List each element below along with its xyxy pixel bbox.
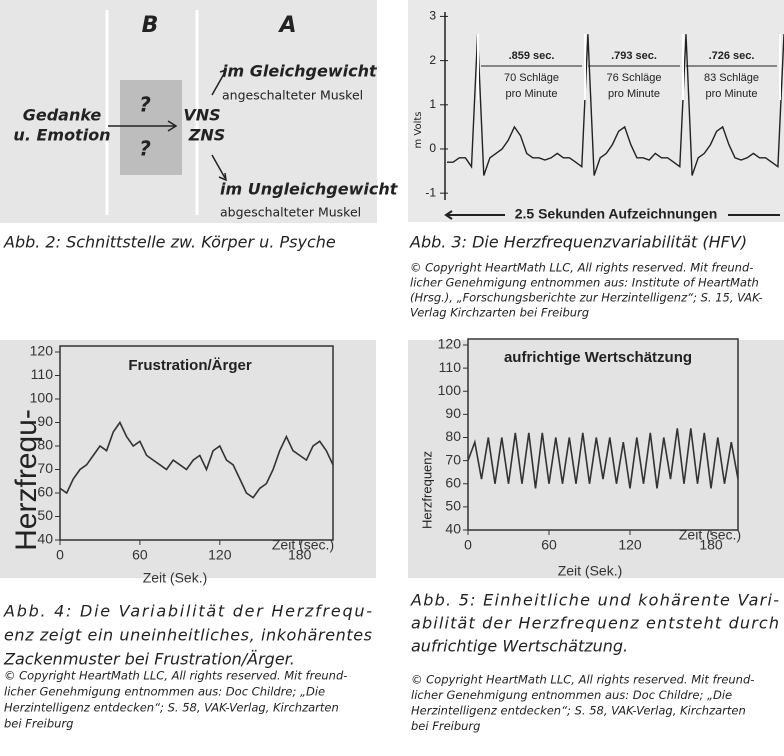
y-tick-label: 110 — [439, 359, 462, 375]
x-tick-label: 0 — [464, 537, 472, 553]
y-tick-label: 90 — [37, 413, 53, 429]
caption: Abb. 4: Die Variabilität der Herzfrequ- — [3, 602, 372, 621]
x-tick-label: 180 — [699, 537, 723, 553]
ecg-line — [447, 34, 784, 176]
caption: enz zeigt ein uneinheitliches, inkohären… — [4, 626, 372, 645]
fig2-panel — [0, 0, 377, 223]
x-axis-label: Zeit (Sek.) — [558, 563, 623, 579]
copyright: Herzintelligenz entdecken“; S. 58, VAK-V… — [411, 704, 746, 718]
y-tick-label: 100 — [438, 382, 462, 398]
hr-line — [467, 428, 739, 489]
rate-label: pro Minute — [608, 88, 660, 100]
x-tick-label: 60 — [132, 547, 148, 563]
x-unit-label: Zeit (sec.) — [679, 527, 741, 543]
arrow — [108, 120, 178, 132]
chart-title: aufrichtige Wertschätzung — [504, 349, 692, 366]
y-axis-label: Herzfrequenz — [419, 451, 434, 529]
unknown: ? — [139, 137, 151, 161]
chart-title: Frustration/Ärger — [128, 357, 252, 374]
column-label: B — [142, 13, 159, 38]
y-tick-label: 70 — [37, 460, 53, 476]
interval-label: .859 sec. — [509, 50, 555, 62]
y-tick-label: 60 — [445, 474, 461, 490]
fig3-panel — [408, 0, 784, 222]
plot-frame — [59, 345, 334, 541]
y-axis-label: Herzfrequ- — [10, 409, 43, 551]
y-tick-label: 110 — [31, 366, 54, 382]
x-tick-label: 180 — [288, 547, 312, 563]
y-tick-label: 2 — [429, 53, 436, 67]
copyright: Verlag Kirchzarten bei Freiburg — [410, 306, 589, 320]
unknown-box — [120, 80, 182, 175]
x-tick-label: 120 — [618, 537, 642, 553]
copyright: © Copyright HeartMath LLC, All rights re… — [411, 673, 754, 687]
system-label: VNS — [183, 106, 220, 125]
rate-label: pro Minute — [506, 88, 558, 100]
copyright: (Hrsg.), „Forschungsberichte zur Herzint… — [410, 291, 763, 305]
y-tick-label: 100 — [30, 390, 54, 406]
state-note: angeschalteter Muskel — [222, 88, 363, 103]
caption: Abb. 5: Einheitliche und kohärente Vari- — [410, 591, 779, 610]
hr-line — [59, 420, 334, 499]
interval-label: .726 sec. — [709, 50, 755, 62]
footer-label: 2.5 Sekunden Aufzeichnungen — [515, 206, 718, 222]
rate-label: pro Minute — [706, 88, 758, 100]
x-tick-label: 120 — [208, 547, 232, 563]
y-tick-label: 40 — [37, 531, 53, 547]
input-label: u. Emotion — [13, 126, 110, 145]
y-tick-label: -1 — [425, 185, 436, 199]
copyright: © Copyright HeartMath LLC, All rights re… — [4, 669, 347, 683]
caption: Abb. 2: Schnittstelle zw. Körper u. Psyc… — [3, 233, 336, 252]
y-tick-label: 120 — [438, 336, 462, 352]
y-tick-label: 70 — [445, 451, 461, 467]
rate-label: 76 Schläge — [606, 72, 661, 84]
copyright: bei Freiburg — [411, 719, 480, 733]
y-tick-label: 120 — [30, 343, 54, 359]
y-tick-label: 80 — [445, 428, 461, 444]
state-note: abgeschalteter Muskel — [220, 205, 361, 220]
caption: Zackenmuster bei Frustration/Ärger. — [3, 650, 295, 669]
copyright: licher Genehmigung entnommen aus: Doc Ch… — [4, 685, 325, 699]
x-unit-label: Zeit (sec.) — [272, 537, 334, 553]
copyright: bei Freiburg — [4, 717, 73, 731]
y-tick-label: 50 — [37, 507, 53, 523]
y-tick-label: 50 — [445, 498, 461, 514]
copyright: licher Genehmigung entnommen aus: Instit… — [410, 276, 759, 290]
y-tick-label: 80 — [37, 437, 53, 453]
caption: abilität der Herzfrequenz entsteht durch — [411, 614, 779, 633]
copyright: Herzintelligenz entdecken“; S. 58, VAK-V… — [4, 701, 339, 715]
y-tick-label: 90 — [445, 405, 461, 421]
state-label: im Gleichgewicht — [222, 62, 378, 81]
system-label: ZNS — [188, 126, 226, 145]
y-tick-label: 0 — [429, 141, 436, 155]
unknown: ? — [139, 93, 151, 117]
y-axis-label: m Volts — [413, 111, 424, 148]
fig4-panel — [0, 340, 376, 578]
x-axis-label: Zeit (Sek.) — [143, 570, 208, 586]
y-tick-label: 3 — [429, 9, 436, 23]
y-tick-label: 1 — [429, 97, 436, 111]
interval-label: .793 sec. — [611, 50, 657, 62]
y-tick-label: 40 — [445, 521, 461, 537]
footer-arrow — [444, 210, 780, 220]
rate-label: 70 Schläge — [504, 72, 559, 84]
plot-frame — [467, 338, 739, 531]
y-tick-label: 60 — [37, 484, 53, 500]
x-tick-label: 60 — [541, 537, 557, 553]
input-label: Gedanke — [23, 106, 102, 125]
column-label: A — [277, 13, 296, 38]
copyright: © Copyright HeartMath LLC, All rights re… — [410, 261, 753, 275]
arrows — [211, 68, 228, 182]
state-label: im Ungleichgewicht — [220, 180, 399, 199]
caption: Abb. 3: Die Herzfrequenzvariabilität (HF… — [409, 233, 747, 252]
x-tick-label: 0 — [56, 547, 64, 563]
copyright: licher Genehmigung entnommen aus: Doc Ch… — [411, 688, 732, 702]
rate-label: 83 Schläge — [704, 72, 759, 84]
caption: aufrichtige Wertschätzung. — [411, 637, 628, 656]
